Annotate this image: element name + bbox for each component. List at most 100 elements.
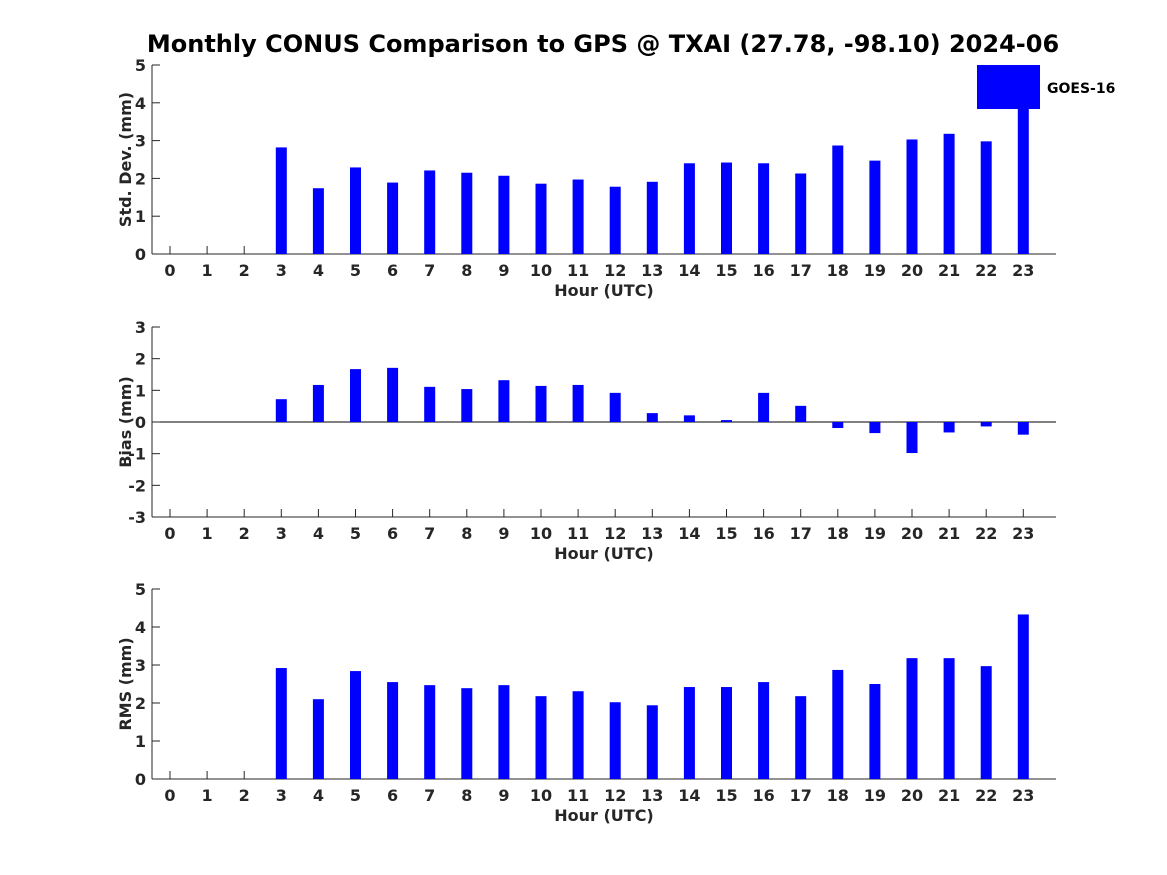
x-tick-label: 3 [276, 261, 287, 280]
x-tick-label: 11 [567, 786, 589, 805]
x-tick-label: 5 [350, 786, 361, 805]
bar-hour-7 [424, 685, 436, 779]
bar-hour-6 [387, 367, 399, 422]
x-tick-label: 15 [715, 786, 737, 805]
x-tick-label: 10 [530, 261, 552, 280]
bar-hour-4 [312, 699, 324, 779]
x-tick-label: 7 [424, 524, 435, 543]
x-tick-label: 20 [901, 786, 923, 805]
y-axis-label: RMS (mm) [116, 637, 135, 730]
x-axis-label: Hour (UTC) [554, 281, 654, 300]
bar-hour-13 [646, 413, 658, 422]
bar-hour-23 [1017, 614, 1029, 779]
bar-hour-18 [832, 669, 844, 779]
bar-hour-19 [869, 160, 881, 254]
x-tick-label: 2 [239, 786, 250, 805]
x-tick-label: 21 [938, 524, 960, 543]
x-tick-label: 23 [1012, 786, 1034, 805]
bar-hour-22 [980, 141, 992, 254]
legend-label: GOES-16 [1047, 81, 1115, 97]
x-tick-label: 0 [164, 261, 175, 280]
x-tick-label: 21 [938, 261, 960, 280]
chart-title: Monthly CONUS Comparison to GPS @ TXAI (… [147, 30, 1059, 58]
x-tick-label: 6 [387, 524, 398, 543]
bar-hour-10 [535, 696, 547, 779]
x-tick-label: 23 [1012, 524, 1034, 543]
bar-hour-5 [350, 167, 361, 254]
y-tick-label: -2 [128, 476, 146, 495]
bar-hour-11 [572, 384, 584, 422]
x-tick-label: 7 [424, 261, 435, 280]
x-axis-label: Hour (UTC) [554, 544, 654, 563]
x-tick-label: 1 [202, 524, 213, 543]
x-tick-label: 3 [276, 524, 287, 543]
bar-hour-3 [275, 147, 287, 254]
x-tick-label: 14 [678, 786, 700, 805]
x-tick-label: 11 [567, 261, 589, 280]
bar-hour-8 [461, 389, 473, 422]
bar-hour-17 [795, 405, 807, 422]
bar-hour-7 [424, 386, 436, 422]
x-tick-label: 22 [975, 261, 997, 280]
bar-hour-6 [387, 682, 399, 779]
x-tick-label: 23 [1012, 261, 1034, 280]
x-tick-label: 22 [975, 786, 997, 805]
y-tick-label: 0 [135, 245, 146, 264]
x-tick-label: 12 [604, 261, 626, 280]
bar-hour-19 [869, 422, 881, 434]
bar-hour-21 [943, 422, 955, 433]
x-tick-label: 1 [202, 786, 213, 805]
x-tick-label: 16 [752, 261, 774, 280]
x-tick-label: 22 [975, 524, 997, 543]
bar-hour-3 [275, 399, 287, 422]
x-tick-label: 14 [678, 261, 700, 280]
x-tick-label: 15 [715, 524, 737, 543]
bar-hour-12 [609, 186, 621, 254]
bar-hour-15 [721, 420, 732, 422]
x-tick-label: 0 [164, 524, 175, 543]
bar-hour-22 [980, 422, 992, 427]
x-tick-label: 16 [752, 524, 774, 543]
x-tick-label: 17 [790, 261, 812, 280]
bar-hour-14 [683, 163, 695, 254]
bar-hour-7 [424, 170, 436, 254]
y-tick-label: 5 [135, 580, 146, 599]
y-tick-label: 3 [135, 132, 146, 151]
x-tick-label: 18 [827, 261, 849, 280]
y-tick-label: 0 [135, 413, 146, 432]
x-tick-label: 2 [239, 524, 250, 543]
x-tick-label: 14 [678, 524, 700, 543]
bar-hour-15 [721, 687, 732, 779]
x-tick-label: 13 [641, 524, 663, 543]
x-tick-label: 17 [790, 786, 812, 805]
x-tick-label: 17 [790, 524, 812, 543]
bar-hour-16 [758, 392, 770, 422]
bar-hour-15 [721, 162, 732, 254]
bar-hour-18 [832, 422, 844, 429]
y-tick-label: 4 [135, 94, 146, 113]
bar-hour-21 [943, 658, 955, 779]
bar-hour-14 [683, 687, 695, 779]
bar-hour-22 [980, 666, 992, 779]
bar-hour-10 [535, 183, 547, 254]
bar-hour-5 [350, 369, 361, 422]
x-tick-label: 12 [604, 786, 626, 805]
x-tick-label: 8 [461, 786, 472, 805]
bar-hour-18 [832, 145, 844, 254]
bar-hour-8 [461, 172, 473, 254]
x-tick-label: 13 [641, 261, 663, 280]
bar-hour-3 [275, 668, 287, 779]
y-tick-label: 1 [135, 207, 146, 226]
bar-hour-21 [943, 133, 955, 254]
y-tick-label: 1 [135, 732, 146, 751]
bar-hour-11 [572, 179, 584, 254]
y-axis-label: Bias (mm) [116, 376, 135, 468]
x-tick-label: 20 [901, 524, 923, 543]
bar-hour-16 [758, 682, 770, 779]
x-tick-label: 19 [864, 786, 886, 805]
x-tick-label: 19 [864, 261, 886, 280]
bar-hour-13 [646, 705, 658, 779]
x-tick-label: 16 [752, 786, 774, 805]
